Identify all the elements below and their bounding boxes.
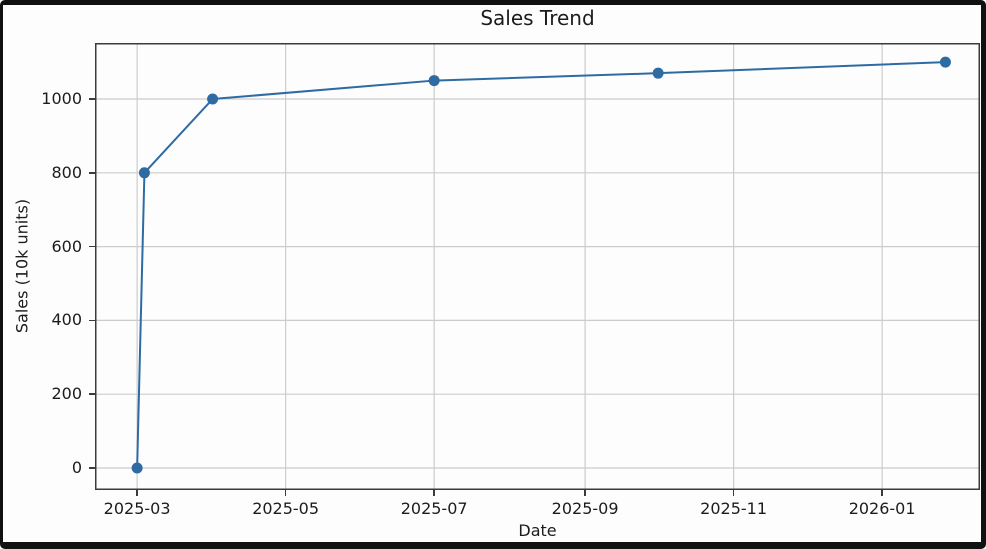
y-tick-label: 600: [51, 236, 82, 256]
data-point-marker: [131, 462, 143, 474]
x-tick-mark: [732, 490, 735, 496]
x-tick-label: 2025-09: [551, 499, 619, 518]
y-tick-mark: [89, 98, 95, 100]
plot-canvas: [95, 43, 980, 490]
x-tick-mark: [136, 490, 138, 496]
x-tick-label: 2025-07: [400, 499, 468, 518]
y-tick-label: 1000: [41, 89, 82, 108]
x-tick-label: 2025-03: [103, 499, 171, 518]
axes-frame: [95, 43, 980, 490]
data-point-marker: [207, 93, 219, 105]
x-tick-label: 2026-01: [848, 499, 916, 518]
x-tick-mark: [284, 490, 287, 496]
y-tick-mark: [89, 172, 95, 174]
y-tick-label: 400: [51, 310, 82, 330]
x-axis-label: Date: [518, 521, 557, 540]
x-tick-mark: [433, 490, 435, 496]
y-tick-label: 200: [51, 384, 82, 404]
y-tick-mark: [89, 319, 95, 322]
y-tick-label: 800: [51, 162, 82, 182]
sales-line-series: [136, 61, 946, 469]
data-point-marker: [652, 67, 664, 79]
x-tick-label: 2025-05: [252, 499, 320, 518]
x-tick-label: 2025-11: [700, 499, 768, 518]
x-tick-mark: [584, 490, 586, 496]
data-point-marker: [138, 167, 150, 179]
chart-title: Sales Trend: [480, 6, 595, 30]
data-point-marker: [939, 56, 951, 68]
y-tick-mark: [89, 245, 95, 248]
data-point-marker: [428, 75, 440, 87]
plot-area: [95, 43, 980, 490]
y-tick-label: 0: [71, 458, 82, 477]
y-tick-mark: [89, 467, 95, 469]
x-tick-mark: [881, 490, 883, 496]
y-tick-mark: [89, 393, 95, 395]
